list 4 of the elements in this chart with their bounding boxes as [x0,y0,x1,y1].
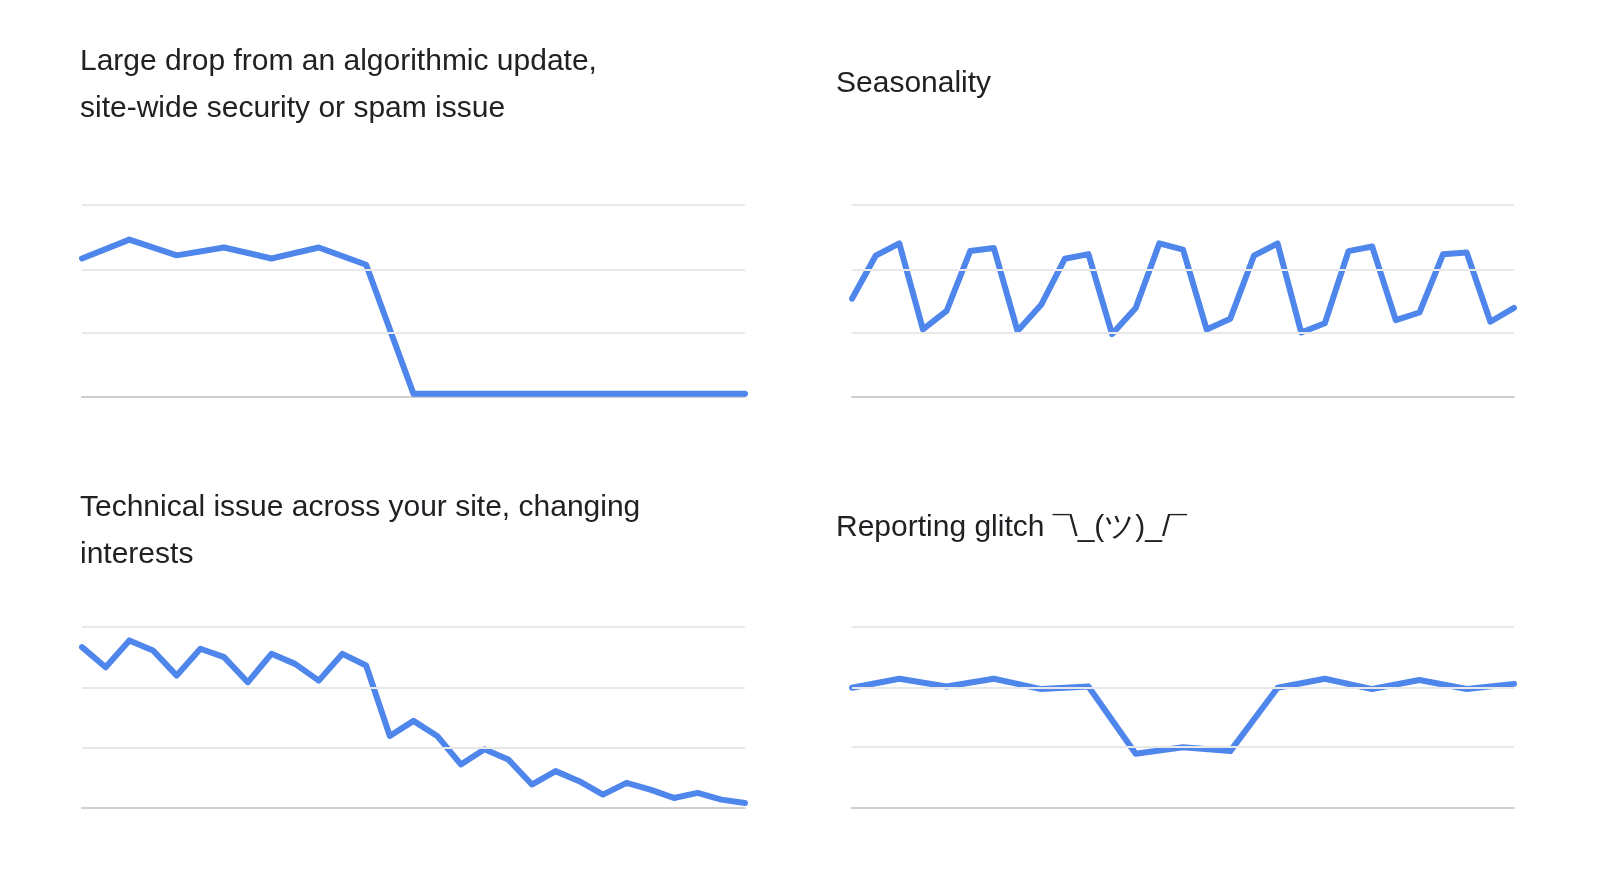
chart-title: Seasonality [836,65,992,98]
chart-title: Technical issue across your site, changing interests [80,489,649,569]
chart-title: Large drop from an algorithmic update, site-wide security or spam issue [80,43,606,123]
chart-title: Reporting glitch ¯\_(ツ)_/¯ [836,509,1188,542]
